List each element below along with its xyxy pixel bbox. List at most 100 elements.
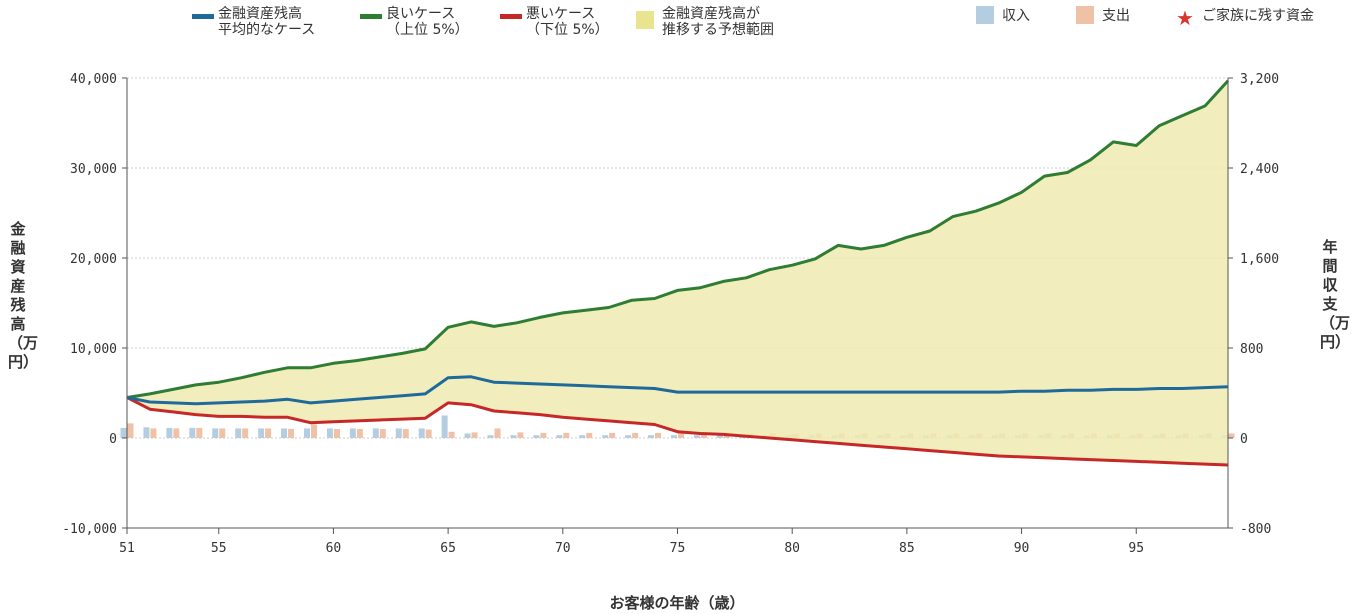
legend-good-swatch	[360, 14, 382, 19]
legend-income-swatch	[976, 6, 994, 24]
income-bar-66	[464, 433, 471, 438]
income-bar-68	[510, 435, 517, 438]
income-bar-71	[579, 435, 586, 438]
income-bar-57	[258, 428, 265, 438]
star-icon: ★	[1176, 6, 1194, 30]
income-bar-73	[625, 435, 632, 438]
legend-bad-swatch	[500, 14, 522, 19]
income-bar-58	[281, 428, 288, 438]
expense-bar-51	[127, 423, 134, 438]
income-bar-60	[326, 428, 333, 438]
income-bar-61	[349, 428, 356, 438]
legend-average-line2: 平均的なケース	[218, 22, 316, 38]
legend-range-swatch	[636, 11, 654, 29]
legend-average-line1: 金融資産残高	[218, 6, 302, 22]
y-axis-left-title: 金融資産残高（万円）	[8, 220, 39, 371]
income-bar-62	[372, 428, 379, 438]
good-case-line	[126, 79, 1230, 399]
y-right-tick-label-3: 1,600	[1240, 252, 1279, 267]
income-bar-75	[671, 435, 677, 438]
expense-bar-73	[632, 432, 639, 438]
y-left-tick-label-0: -10,000	[62, 522, 117, 537]
expense-bar-66	[471, 432, 478, 438]
x-tick-label-60: 60	[326, 541, 342, 556]
income-bar-54	[189, 427, 196, 438]
income-bar-63	[395, 428, 402, 438]
expense-bar-57	[265, 428, 272, 438]
series-lines	[126, 79, 1230, 467]
x-tick-label-70: 70	[555, 541, 571, 556]
expense-bar-68	[517, 432, 524, 438]
income-bar-72	[602, 435, 609, 438]
y-right-tick-label-2: 800	[1240, 342, 1263, 357]
expense-bar-74	[655, 432, 662, 438]
income-bar-51	[120, 427, 127, 438]
income-bar-55	[212, 428, 219, 438]
expense-bar-56	[242, 428, 249, 438]
y-right-tick-label-0: -800	[1240, 522, 1271, 537]
expense-bar-64	[425, 429, 432, 438]
expense-bar-53	[173, 428, 180, 438]
average-case-line	[126, 375, 1229, 406]
legend-average-swatch	[192, 14, 214, 19]
y-right-tick-label-5: 3,200	[1240, 72, 1279, 87]
x-tick-label-80: 80	[784, 541, 800, 556]
x-tick-label-55: 55	[211, 541, 227, 556]
expense-bar-99	[1228, 433, 1235, 438]
expense-bar-59	[311, 424, 317, 438]
expense-bar-71	[586, 432, 593, 438]
expense-bar-54	[196, 427, 203, 438]
income-bar-56	[235, 428, 242, 438]
x-tick-label-90: 90	[1014, 541, 1030, 556]
income-bar-64	[418, 428, 425, 438]
y-left-tick-label-5: 40,000	[70, 72, 117, 87]
y-left-tick-label-3: 20,000	[70, 252, 117, 267]
income-bar-69	[533, 435, 540, 438]
bad-case-line	[126, 396, 1229, 467]
income-bar-70	[556, 435, 563, 438]
x-tick-label-65: 65	[440, 541, 456, 556]
income-bar-59	[304, 428, 310, 438]
income-bar-65	[441, 415, 448, 438]
income-bar-52	[143, 427, 150, 438]
expense-bar-65	[448, 431, 455, 438]
legend-good-line1: 良いケース	[386, 6, 456, 22]
expense-bar-63	[402, 429, 409, 438]
legend-expense-swatch	[1076, 6, 1094, 24]
tick-labels: -10,000 0 10,000 20,000 30,000 40,000 -800 0 800…	[62, 72, 1279, 556]
y-left-tick-label-4: 30,000	[70, 162, 117, 177]
legend-expense-label: 支出	[1102, 8, 1130, 24]
legend-bad-line1: 悪いケース	[526, 6, 596, 22]
expense-bar-76	[700, 433, 707, 438]
x-axis-title: お客様の年齢（歳）	[609, 594, 745, 612]
expense-bar-69	[540, 432, 547, 438]
expense-bar-55	[219, 428, 226, 438]
legend-range-line1: 金融資産残高が	[662, 6, 760, 22]
x-tick-label-51: 51	[119, 541, 135, 556]
y-axis-right-title: 年間収支（万円）	[1320, 238, 1351, 351]
income-bar-53	[166, 427, 173, 438]
y-right-tick-label-1: 0	[1240, 432, 1248, 447]
expense-bar-75	[678, 433, 684, 438]
x-tick-label-85: 85	[899, 541, 915, 556]
x-tick-label-75: 75	[670, 541, 686, 556]
legend-bad-line2: （下位 5%）	[526, 22, 609, 38]
income-bar-77	[716, 435, 723, 438]
expense-bar-58	[288, 429, 295, 438]
expense-bar-72	[609, 432, 616, 438]
expense-bar-70	[563, 432, 570, 438]
legend-family-funds-label: ご家族に残す資金	[1202, 8, 1314, 24]
legend-good-line2: （上位 5%）	[386, 22, 469, 38]
expense-bar-61	[356, 429, 363, 438]
income-bar-67	[487, 435, 494, 438]
x-tick-label-95: 95	[1128, 541, 1144, 556]
y-left-tick-label-2: 10,000	[70, 342, 117, 357]
y-left-tick-label-1: 0	[109, 432, 117, 447]
income-bar-76	[693, 435, 700, 438]
expense-bar-52	[150, 428, 157, 438]
y-right-tick-label-4: 2,400	[1240, 162, 1279, 177]
range-area	[127, 80, 1228, 465]
axes	[122, 77, 1233, 534]
income-bar-74	[648, 435, 655, 438]
